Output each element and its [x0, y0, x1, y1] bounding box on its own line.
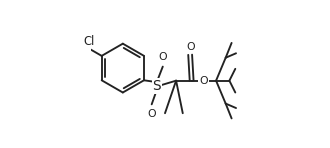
- Text: O: O: [147, 109, 156, 119]
- Text: O: O: [186, 42, 195, 52]
- Text: O: O: [199, 76, 208, 86]
- Text: Cl: Cl: [84, 35, 95, 48]
- Text: S: S: [152, 79, 161, 93]
- Text: O: O: [159, 52, 167, 62]
